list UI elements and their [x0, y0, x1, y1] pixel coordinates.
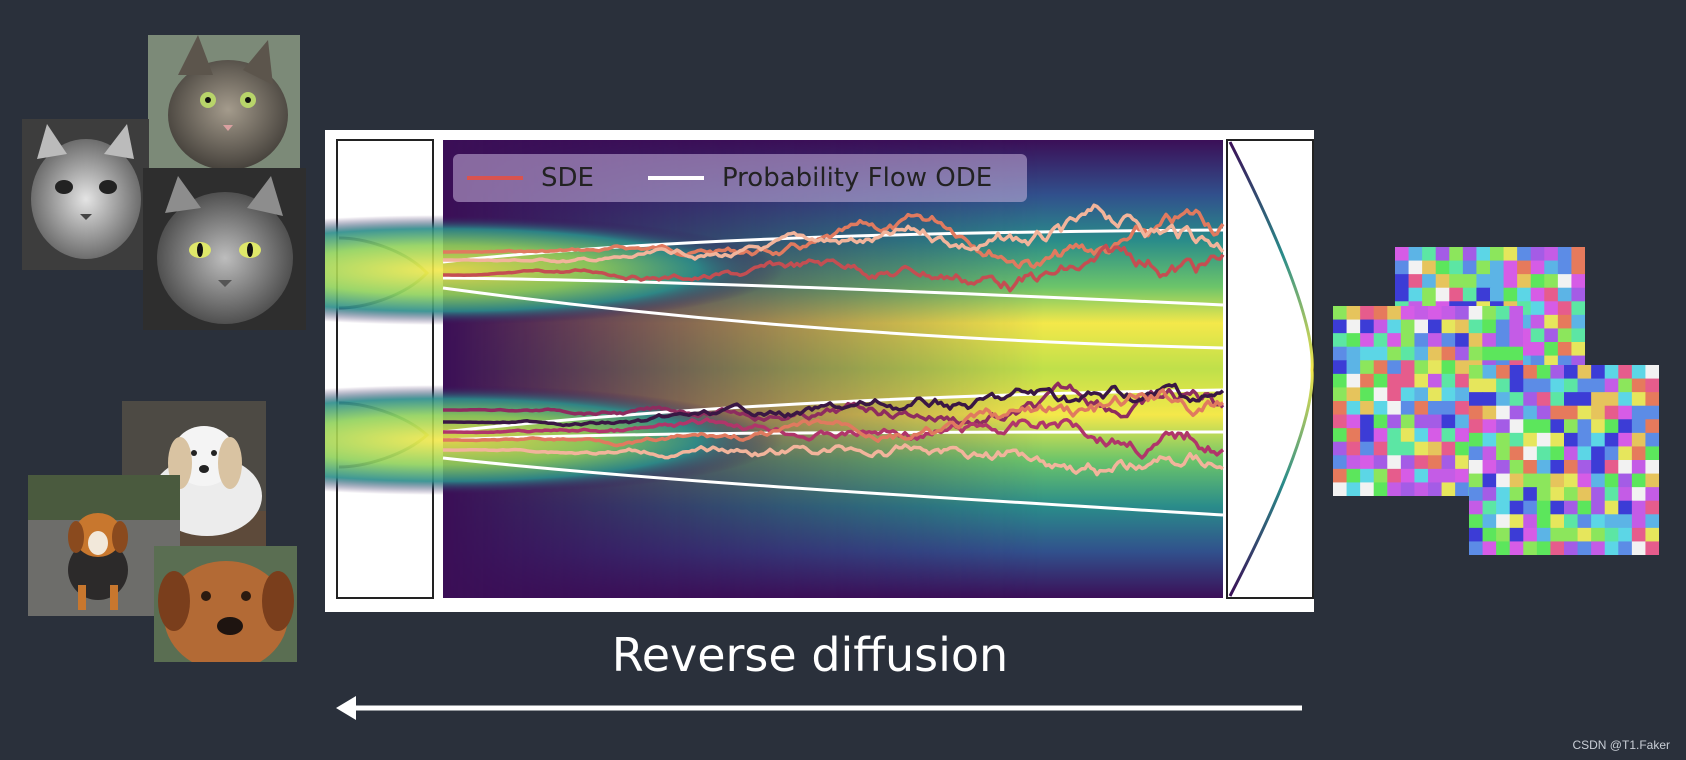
sde-trajectory [443, 381, 1225, 426]
sde-trajectory [443, 417, 1225, 460]
legend: SDE Probability Flow ODE [453, 154, 1027, 202]
sde-trajectory [443, 208, 1225, 270]
legend-ode-swatch [647, 176, 704, 180]
legend-sde-swatch [467, 176, 523, 180]
sde-trajectory [443, 203, 1225, 264]
reverse-direction-arrow [336, 696, 1302, 720]
sde-trajectory [443, 443, 1224, 477]
sde-trajectory [443, 243, 1225, 293]
watermark: CSDN @T1.Faker [1572, 738, 1670, 752]
cat-image-3 [143, 168, 306, 330]
reverse-diffusion-caption: Reverse diffusion [611, 628, 1009, 682]
sde-trajectory [443, 382, 1225, 428]
legend-sde-label: SDE [541, 163, 594, 193]
dog-image-2 [28, 475, 180, 616]
cat-image-2 [22, 119, 149, 270]
legend-ode-label: Probability Flow ODE [721, 163, 993, 193]
dog-image-3 [154, 546, 297, 662]
trajectory-figure: SDE Probability Flow ODE [325, 130, 1314, 612]
noise-image-3 [1469, 365, 1659, 555]
cat-image-1 [148, 35, 300, 172]
sde-trajectory [443, 388, 1225, 448]
